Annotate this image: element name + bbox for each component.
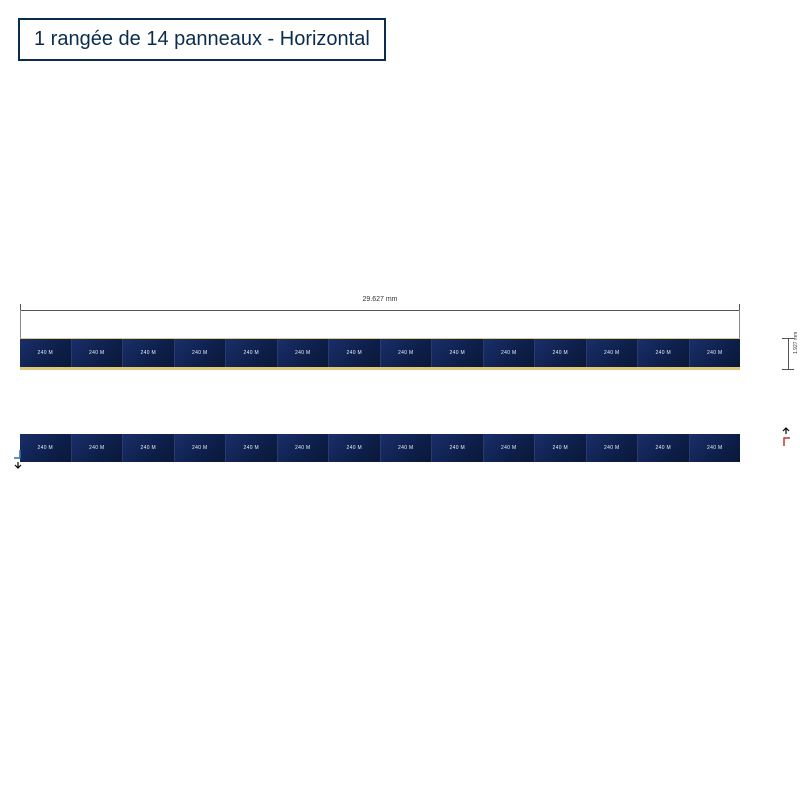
- panel: 240 M: [432, 339, 484, 367]
- panel-label: 240 M: [656, 445, 671, 451]
- panel-row-1-wrap: 240 M 240 M 240 M 240 M 240 M 240 M 240 M 240 M…: [20, 338, 780, 370]
- dimension-width-ext-right: [739, 310, 740, 340]
- panel: 240 M: [587, 434, 639, 462]
- panel: 240 M: [381, 339, 433, 367]
- panel-label: 240 M: [707, 445, 722, 451]
- panel: 240 M: [535, 339, 587, 367]
- panel-label: 240 M: [244, 350, 259, 356]
- panel: 240 M: [638, 434, 690, 462]
- panel: 240 M: [432, 434, 484, 462]
- dimension-height-label: 1.927 mm: [793, 332, 799, 354]
- panel-row-1: 240 M 240 M 240 M 240 M 240 M 240 M 240 M 240 M…: [20, 338, 740, 370]
- panel-label: 240 M: [347, 350, 362, 356]
- panel-label: 240 M: [450, 445, 465, 451]
- title-text: 1 rangée de 14 panneaux - Horizontal: [34, 28, 370, 50]
- panel: 240 M: [226, 339, 278, 367]
- panel: 240 M: [484, 339, 536, 367]
- panel: 240 M: [329, 339, 381, 367]
- panel-label: 240 M: [141, 350, 156, 356]
- panel-label: 240 M: [141, 445, 156, 451]
- connector-left: [12, 450, 22, 470]
- panel-label: 240 M: [38, 445, 53, 451]
- panel-label: 240 M: [604, 445, 619, 451]
- dimension-width-line: [20, 310, 740, 311]
- panel: 240 M: [123, 434, 175, 462]
- panel-label: 240 M: [347, 445, 362, 451]
- panel-label: 240 M: [450, 350, 465, 356]
- panel: 240 M: [587, 339, 639, 367]
- panel-label: 240 M: [295, 350, 310, 356]
- panel: 240 M: [175, 339, 227, 367]
- dimension-height: 1.927 mm: [782, 338, 800, 370]
- dimension-width-label: 29.627 mm: [20, 296, 740, 303]
- panel: 240 M: [329, 434, 381, 462]
- panel: 240 M: [20, 434, 72, 462]
- dimension-width-ext-left: [20, 310, 21, 340]
- panel-row-2-wrap: 240 M 240 M 240 M 240 M 240 M 240 M 240 M 240 M…: [20, 434, 780, 462]
- panel-row-2: 240 M 240 M 240 M 240 M 240 M 240 M 240 M 240 M…: [20, 434, 740, 462]
- panel-label: 240 M: [501, 445, 516, 451]
- panel: 240 M: [690, 339, 741, 367]
- panel: 240 M: [175, 434, 227, 462]
- panel-label: 240 M: [295, 445, 310, 451]
- dimension-height-line: [788, 338, 789, 370]
- panel: 240 M: [72, 434, 124, 462]
- panel-label: 240 M: [89, 350, 104, 356]
- panel-label: 240 M: [192, 350, 207, 356]
- panel-label: 240 M: [398, 350, 413, 356]
- connector-right: [778, 426, 788, 446]
- panel-label: 240 M: [656, 350, 671, 356]
- panel-label: 240 M: [553, 350, 568, 356]
- panel-label: 240 M: [501, 350, 516, 356]
- panel: 240 M: [123, 339, 175, 367]
- panel: 240 M: [72, 339, 124, 367]
- panel: 240 M: [535, 434, 587, 462]
- dimension-height-tick-bottom: [782, 369, 794, 370]
- panel: 240 M: [484, 434, 536, 462]
- panel-label: 240 M: [604, 350, 619, 356]
- title-box: 1 rangée de 14 panneaux - Horizontal: [18, 18, 386, 61]
- dimension-width: 29.627 mm: [20, 300, 740, 324]
- panel: 240 M: [226, 434, 278, 462]
- panel-label: 240 M: [192, 445, 207, 451]
- panel-label: 240 M: [398, 445, 413, 451]
- panel-label: 240 M: [244, 445, 259, 451]
- panel: 240 M: [20, 339, 72, 367]
- panel-label: 240 M: [707, 350, 722, 356]
- panel-label: 240 M: [89, 445, 104, 451]
- panel: 240 M: [638, 339, 690, 367]
- panel-label: 240 M: [38, 350, 53, 356]
- panel: 240 M: [690, 434, 741, 462]
- panel: 240 M: [381, 434, 433, 462]
- panel: 240 M: [278, 339, 330, 367]
- panel: 240 M: [278, 434, 330, 462]
- panel-label: 240 M: [553, 445, 568, 451]
- diagram-area: 29.627 mm 240 M240 M240 M240 M240 M240 M…: [20, 300, 780, 462]
